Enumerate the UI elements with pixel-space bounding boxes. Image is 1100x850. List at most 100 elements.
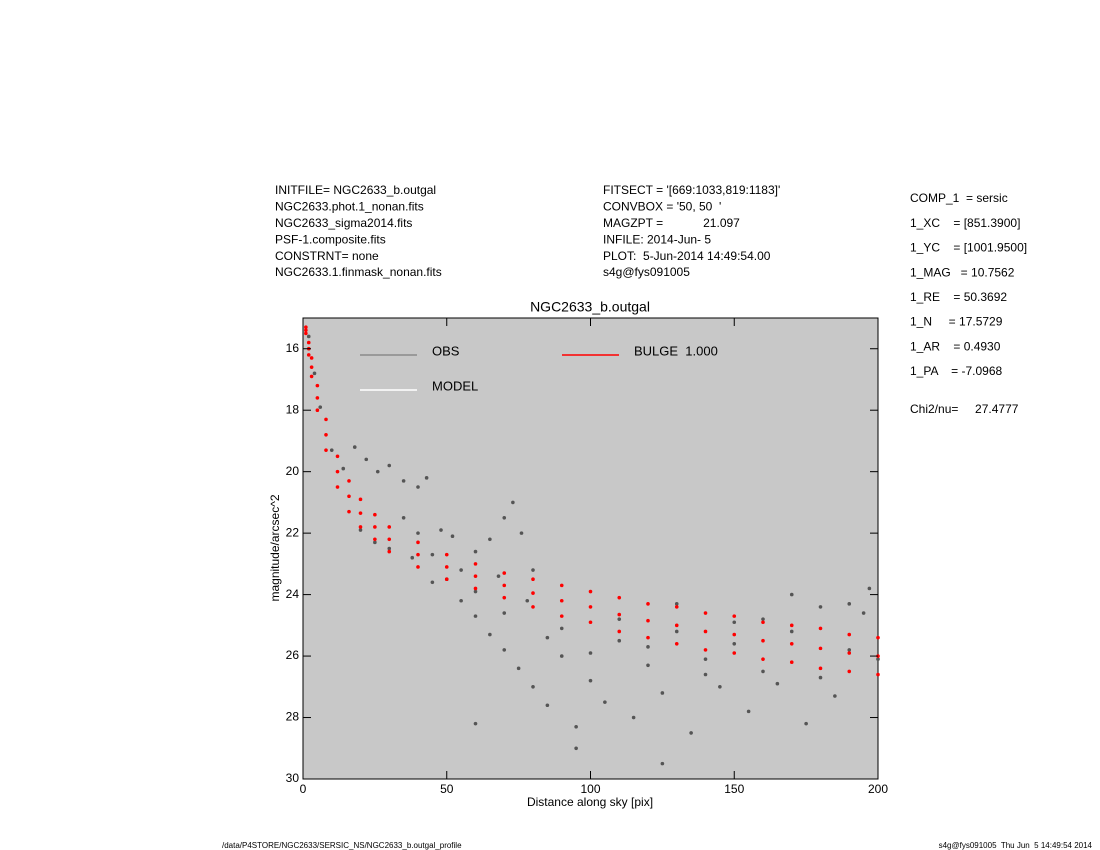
data-point — [588, 605, 593, 609]
legend-label: OBS — [432, 343, 460, 358]
data-point — [373, 525, 377, 529]
x-axis-label: Distance along sky [pix] — [527, 795, 653, 809]
data-point — [358, 525, 363, 529]
component-param: 1_AR = 0.4930 — [910, 339, 1001, 353]
header-line: NGC2633_sigma2014.fits — [275, 216, 412, 230]
data-point — [309, 365, 314, 369]
x-tick-label: 0 — [300, 782, 307, 796]
data-point — [315, 408, 320, 413]
data-point — [876, 635, 880, 640]
data-point — [312, 371, 317, 376]
component-param: 1_N = 17.5729 — [910, 315, 1003, 329]
data-point — [847, 602, 852, 606]
data-point — [818, 605, 823, 609]
header-line: NGC2633.phot.1_nonan.fits — [275, 200, 424, 214]
header-line: PLOT: 5-Jun-2014 14:49:54.00 — [603, 249, 771, 263]
header-line: NGC2633.1.finmask_nonan.fits — [275, 265, 442, 279]
data-point — [473, 589, 478, 594]
data-point — [401, 515, 406, 520]
data-point — [502, 611, 507, 615]
header-line: PSF-1.composite.fits — [275, 232, 386, 246]
data-point — [329, 448, 334, 452]
data-point — [876, 657, 880, 661]
component-param: 1_MAG = 10.7562 — [910, 265, 1015, 279]
data-point — [818, 675, 823, 680]
data-point — [559, 654, 564, 658]
component-param: COMP_1 = sersic — [910, 191, 1008, 205]
data-point — [818, 666, 823, 671]
header-line: FITSECT = '[669:1033,819:1183]' — [603, 183, 780, 197]
data-point — [876, 672, 880, 677]
data-point — [324, 432, 328, 437]
data-point — [502, 583, 507, 588]
data-point — [761, 620, 765, 625]
data-point — [559, 614, 564, 618]
data-point — [617, 629, 622, 634]
data-point — [304, 328, 308, 333]
data-point — [646, 635, 650, 640]
data-point — [459, 568, 463, 572]
data-point — [373, 537, 377, 542]
data-point — [324, 417, 328, 422]
data-point — [559, 598, 564, 603]
data-point — [732, 620, 737, 625]
data-point — [732, 641, 737, 646]
data-point — [789, 629, 794, 634]
data-point — [617, 617, 622, 621]
data-point — [789, 623, 794, 628]
data-point — [335, 485, 340, 489]
y-tick-label: 22 — [286, 525, 300, 539]
data-point — [444, 577, 449, 582]
data-point — [789, 592, 794, 597]
data-point — [789, 641, 794, 646]
data-point — [502, 571, 507, 575]
data-point — [416, 565, 420, 569]
legend-label: BULGE 1.000 — [634, 343, 718, 358]
data-point — [358, 497, 363, 502]
data-point — [646, 618, 650, 623]
data-point — [531, 591, 535, 595]
chart-title: NGC2633_b.outgal — [530, 299, 650, 315]
data-point — [545, 635, 550, 640]
data-point — [559, 583, 564, 588]
data-point — [430, 580, 435, 585]
footer-path: /data/P4STORE/NGC2633/SERSIC_NS/NGC2633_… — [222, 841, 462, 850]
data-point — [861, 611, 866, 615]
data-point — [306, 353, 311, 357]
data-point — [833, 694, 837, 698]
y-tick-label: 18 — [286, 402, 300, 416]
data-point — [315, 396, 320, 400]
data-point — [531, 685, 535, 689]
data-point — [444, 552, 449, 557]
y-tick-label: 20 — [286, 464, 300, 478]
y-tick-label: 30 — [286, 771, 300, 785]
data-point — [430, 552, 435, 557]
data-point — [416, 531, 420, 535]
data-point — [703, 629, 708, 634]
data-point — [804, 721, 808, 726]
data-point — [631, 715, 636, 720]
header-line: CONVBOX = '50, 50 ' — [603, 200, 721, 214]
data-point — [416, 485, 420, 489]
data-point — [531, 568, 535, 572]
data-point — [306, 340, 311, 345]
x-tick-label: 150 — [724, 782, 744, 796]
data-point — [519, 531, 524, 535]
data-point — [732, 632, 737, 637]
data-point — [732, 614, 737, 618]
data-point — [473, 562, 478, 566]
data-point — [588, 678, 593, 683]
data-point — [410, 555, 415, 560]
data-point — [347, 479, 351, 483]
data-point — [525, 598, 530, 603]
data-point — [352, 445, 357, 449]
data-point — [335, 469, 340, 474]
data-point — [617, 595, 622, 600]
data-point — [559, 626, 564, 631]
data-point — [387, 537, 392, 542]
data-point — [416, 552, 420, 557]
data-point — [617, 612, 622, 617]
data-point — [703, 657, 708, 661]
data-point — [309, 374, 314, 379]
data-point — [324, 448, 328, 452]
